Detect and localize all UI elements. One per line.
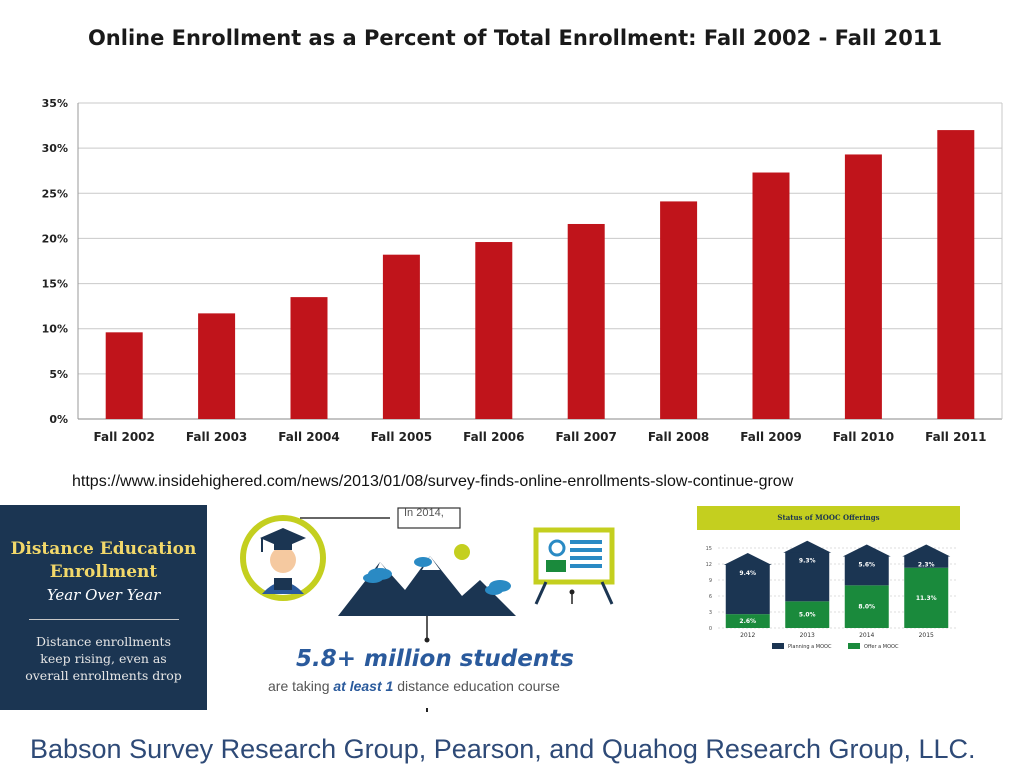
x-tick-label: Fall 2007 xyxy=(555,430,616,444)
info-year-label: In 2014, xyxy=(404,507,444,519)
mooc-legend-swatch xyxy=(772,643,784,649)
mooc-bar-segment xyxy=(785,551,830,602)
y-tick-label: 10% xyxy=(42,323,68,336)
distance-education-panel: Distance Education Enrollment Year Over … xyxy=(0,505,207,710)
mooc-y-tick-label: 0 xyxy=(709,626,712,632)
bar xyxy=(475,242,513,419)
bar xyxy=(382,254,420,419)
cloud-icon xyxy=(363,557,511,595)
y-tick-label: 15% xyxy=(42,278,68,291)
bar xyxy=(567,223,605,419)
mooc-x-tick-label: 2015 xyxy=(919,632,934,639)
mooc-bar-roof xyxy=(902,544,951,557)
mooc-y-tick-label: 6 xyxy=(709,594,712,600)
x-tick-label: Fall 2002 xyxy=(93,430,154,444)
bar xyxy=(752,172,790,419)
panel-divider xyxy=(28,619,179,620)
mooc-legend-label: Offer a MOOC xyxy=(864,644,899,650)
mooc-x-tick-label: 2012 xyxy=(740,632,755,639)
x-tick-label: Fall 2003 xyxy=(186,430,247,444)
panel-title-line-2: Enrollment xyxy=(49,562,158,582)
mooc-data-label: 9.4% xyxy=(739,570,756,577)
mooc-y-tick-label: 9 xyxy=(709,578,712,584)
x-tick-label: Fall 2011 xyxy=(925,430,986,444)
chart-title: Online Enrollment as a Percent of Total … xyxy=(87,26,943,50)
y-tick-label: 0% xyxy=(49,413,68,426)
x-tick-label: Fall 2005 xyxy=(371,430,432,444)
mooc-bar-segment xyxy=(785,601,830,628)
x-tick-label: Fall 2009 xyxy=(740,430,801,444)
info-stat: 5.8+ million students xyxy=(296,646,574,672)
panel-text-line-1: Distance enrollments xyxy=(35,634,172,649)
mooc-bar-segment xyxy=(725,614,770,628)
graduate-icon xyxy=(240,515,326,601)
x-tick-label: Fall 2008 xyxy=(648,430,709,444)
x-tick-label: Fall 2004 xyxy=(278,430,339,444)
panel-title-line-1: Distance Education xyxy=(10,539,197,559)
panel-text-line-2: keep rising, even as xyxy=(40,651,167,666)
mooc-legend-label: Planning a MOOC xyxy=(788,644,832,650)
bar xyxy=(105,332,143,419)
source-url[interactable]: https://www.insidehighered.com/news/2013… xyxy=(72,473,794,490)
mooc-x-tick-label: 2014 xyxy=(859,632,874,639)
mooc-data-label: 9.3% xyxy=(799,558,816,565)
panel-text-line-3: overall enrollments drop xyxy=(25,668,182,683)
mooc-data-label: 5.0% xyxy=(799,612,816,619)
presentation-board-icon xyxy=(533,527,615,605)
mooc-bar-roof xyxy=(723,553,772,565)
mooc-stacked-bar-chart: 0 3 6 9 12 15 2.6% 9.4% 2012 5.0% 9.3% 2013 8.0% 5.6%… xyxy=(706,540,956,650)
enrollment-bar-chart: 0% 5% 10% 15% 20% 25% 30% 35% Fall 2002 Fall 2003… xyxy=(42,97,1003,444)
x-tick-label: Fall 2010 xyxy=(833,430,894,444)
y-tick-label: 5% xyxy=(49,368,68,381)
bar xyxy=(660,201,698,419)
mooc-data-label: 2.3% xyxy=(918,561,935,568)
sun-icon xyxy=(454,544,470,560)
caption-pre: are taking xyxy=(268,678,330,694)
panel-title: Distance Education Enrollment xyxy=(0,538,207,584)
caption-post: distance education course xyxy=(397,678,560,694)
mooc-bar-segment xyxy=(725,564,770,615)
caption-emphasis: at least 1 xyxy=(333,678,394,694)
mooc-bar-segment xyxy=(904,555,949,568)
footer-credit: Babson Survey Research Group, Pearson, a… xyxy=(30,734,976,764)
panel-text: Distance enrollments keep rising, even a… xyxy=(0,633,207,684)
mooc-legend-swatch xyxy=(848,643,860,649)
mooc-data-label: 11.3% xyxy=(916,595,937,602)
panel-subtitle: Year Over Year xyxy=(46,586,161,604)
mooc-data-label: 8.0% xyxy=(858,604,875,611)
y-tick-label: 25% xyxy=(42,187,68,200)
mooc-bar-roof xyxy=(783,540,832,553)
mooc-y-tick-label: 3 xyxy=(709,610,712,616)
bar xyxy=(198,313,236,419)
mooc-chart-title: Status of MOOC Offerings xyxy=(697,506,960,530)
mooc-bar-segment xyxy=(844,555,889,586)
mooc-bar-segment xyxy=(904,567,949,628)
bar xyxy=(937,130,975,420)
mooc-data-label: 5.6% xyxy=(858,561,875,568)
y-tick-label: 35% xyxy=(42,97,68,110)
students-infographic xyxy=(240,507,615,712)
year-box xyxy=(397,507,461,529)
mooc-x-tick-label: 2013 xyxy=(800,632,815,639)
y-tick-label: 30% xyxy=(42,142,68,155)
x-tick-label: Fall 2006 xyxy=(463,430,524,444)
bar xyxy=(844,154,882,419)
mooc-y-tick-label: 15 xyxy=(706,546,712,552)
y-tick-label: 20% xyxy=(42,232,68,245)
info-caption: are taking at least 1 distance education… xyxy=(268,678,560,694)
mooc-y-tick-label: 12 xyxy=(706,562,712,568)
mooc-bar-segment xyxy=(844,585,889,628)
bar xyxy=(290,297,328,419)
mooc-data-label: 2.6% xyxy=(739,618,756,625)
mooc-bar-roof xyxy=(842,544,891,557)
